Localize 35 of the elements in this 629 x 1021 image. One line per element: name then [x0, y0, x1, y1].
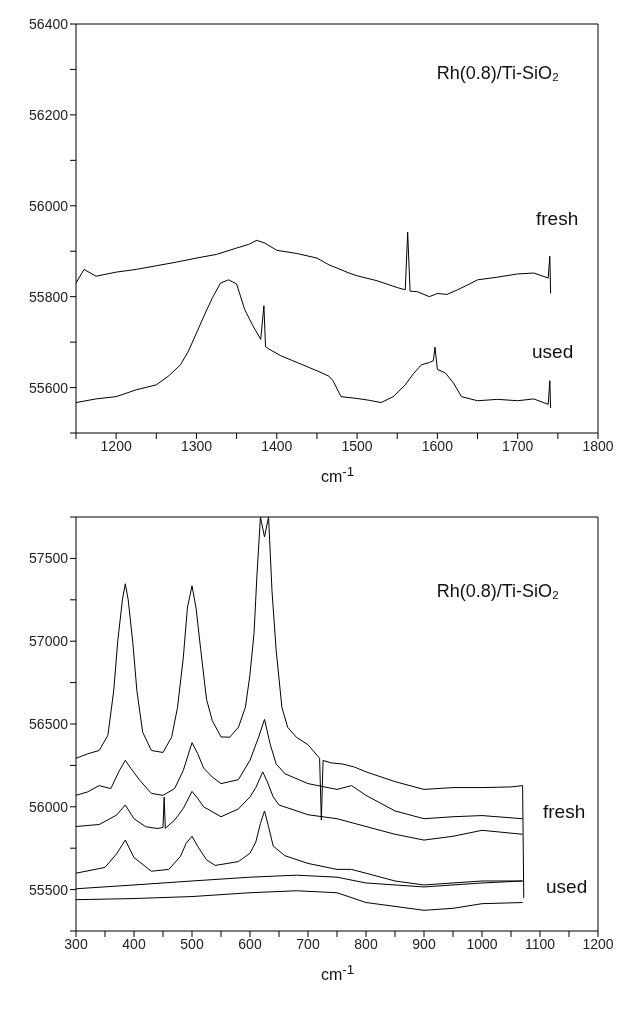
x-tick-label: 1400: [261, 437, 293, 454]
x-tick-label: 700: [296, 935, 320, 952]
y-tick-label: 57000: [29, 633, 69, 650]
x-tick-label: 1100: [524, 935, 556, 952]
x-tick-label: 1200: [100, 437, 132, 454]
text: Rh(0.8)/Ti-SiO₂: [436, 581, 559, 602]
annotation: fresh: [536, 208, 579, 230]
y-tick-label: 55500: [29, 881, 69, 898]
y-tick-label: 56200: [29, 106, 69, 123]
y-tick-label: 57500: [29, 550, 69, 567]
x-tick-label: 1500: [341, 437, 373, 454]
x-tick-label: 1300: [180, 437, 213, 454]
x-tick-label: 1700: [502, 437, 534, 454]
x-tick-label: 1800: [582, 437, 614, 454]
y-tick-label: 56500: [29, 715, 69, 732]
y-tick-label: 55600: [29, 379, 69, 396]
x-axis-title: cm$^{-1}$: [319, 962, 356, 985]
x-tick-label: 500: [180, 935, 204, 952]
x-tick-label: 1200: [582, 935, 614, 952]
x-tick-label: 1600: [421, 437, 454, 454]
y-tick-label: 56000: [29, 197, 69, 214]
annotation: fresh: [543, 801, 586, 823]
x-tick-label: 600: [238, 935, 262, 952]
text: Rh(0.8)/Ti-SiO₂: [436, 63, 559, 84]
y-tick-label: 56000: [29, 798, 69, 815]
annotation: used: [532, 341, 574, 363]
x-tick-label: 900: [412, 935, 436, 952]
y-tick-label: 56400: [29, 15, 69, 32]
x-tick-label: 300: [64, 935, 88, 952]
annotation: used: [546, 876, 588, 898]
x-tick-label: 800: [354, 935, 378, 952]
y-tick-label: 55800: [29, 288, 69, 305]
x-axis-title: cm$^{-1}$: [319, 464, 356, 487]
x-tick-label: 400: [122, 935, 146, 952]
x-tick-label: 1000: [466, 935, 498, 952]
